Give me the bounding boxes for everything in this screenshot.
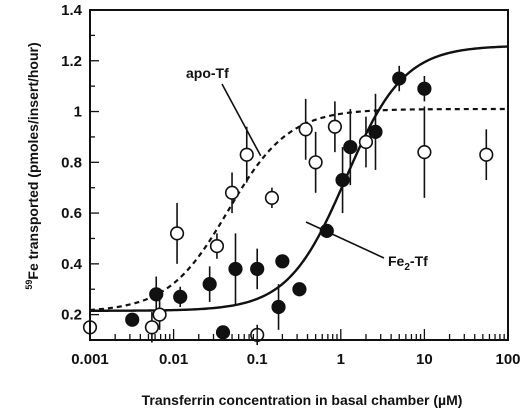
y-tick-label: 1.4 — [61, 2, 83, 19]
data-point-Fe2-Tf — [292, 282, 307, 297]
x-tick-label: 0.001 — [71, 351, 109, 368]
x-tick-label: 0.1 — [247, 351, 268, 368]
data-point-Fe2-Tf — [149, 287, 164, 302]
x-axis-label: Transferrin concentration in basal chamb… — [142, 392, 463, 408]
x-tick-label: 10 — [416, 351, 433, 368]
data-point-apo-Tf — [358, 134, 374, 150]
fit-curves — [89, 45, 509, 312]
data-point-Fe2-Tf — [228, 261, 243, 277]
annotation-apo-tf: apo-Tf — [186, 65, 229, 81]
data-point-Fe2-Tf — [417, 81, 432, 96]
leader-line-apo-tf — [221, 83, 262, 157]
data-point-Fe2-Tf — [202, 277, 217, 292]
data-point-Fe2-Tf — [335, 172, 350, 188]
y-axis-label-text: Fe transported (pmoles/insert/hour) — [25, 42, 41, 279]
y-axis-label: 59Fe transported (pmoles/insert/hour) — [24, 42, 41, 289]
data-point-Fe2-Tf — [368, 124, 383, 139]
x-tick-label: 1 — [337, 351, 345, 368]
data-point-apo-Tf — [479, 147, 494, 162]
data-point-Fe2-Tf — [343, 139, 358, 155]
annotation-fe2-tf: Fe2-Tf — [388, 253, 428, 273]
y-tick-label: 0.4 — [61, 256, 83, 273]
x-tick-label: 0.01 — [159, 351, 188, 368]
y-tick-label: 0.2 — [61, 307, 82, 324]
axis-ticks — [89, 9, 509, 341]
data-point-Fe2-Tf — [392, 71, 407, 86]
data-point-apo-Tf — [308, 155, 323, 170]
fit-curve-apo-Tf — [89, 107, 508, 312]
data-point-Fe2-Tf — [173, 289, 188, 304]
data-point-Fe2-Tf — [250, 261, 265, 277]
x-tick-label: 100 — [495, 351, 520, 368]
data-point-apo-Tf — [144, 320, 159, 335]
data-point-apo-Tf — [209, 238, 225, 254]
data-point-apo-Tf — [264, 190, 280, 205]
annotations: apo-Tf Fe2-Tf — [186, 65, 428, 273]
data-points — [82, 71, 494, 343]
data-point-Fe2-Tf — [271, 299, 286, 315]
y-tick-label: 1.2 — [61, 53, 82, 70]
y-tick-label: 0.6 — [61, 205, 82, 222]
y-tick-label: 0.8 — [61, 154, 82, 171]
tick-labels: 0.001 0.01 0.1 1 10 100 0.2 0.4 0.6 0.8 1 1.2 1.4 — [61, 2, 520, 368]
data-point-apo-Tf — [417, 145, 432, 160]
data-point-apo-Tf — [152, 307, 167, 322]
data-point-Fe2-Tf — [215, 325, 231, 340]
data-point-Fe2-Tf — [125, 312, 140, 327]
error-bars — [151, 65, 488, 346]
data-point-apo-Tf — [327, 119, 342, 134]
plot-frame — [89, 9, 509, 341]
fit-curve-Fe2-Tf — [90, 45, 509, 312]
leader-line-fe2-tf — [305, 221, 385, 259]
data-point-Fe2-Tf — [275, 254, 290, 269]
y-axis-label-isotope: 59 — [24, 280, 34, 290]
data-point-apo-Tf — [224, 185, 240, 200]
y-tick-label: 1 — [74, 104, 82, 121]
data-point-apo-Tf — [239, 147, 254, 162]
data-point-apo-Tf — [298, 122, 313, 137]
data-point-apo-Tf — [169, 226, 185, 241]
